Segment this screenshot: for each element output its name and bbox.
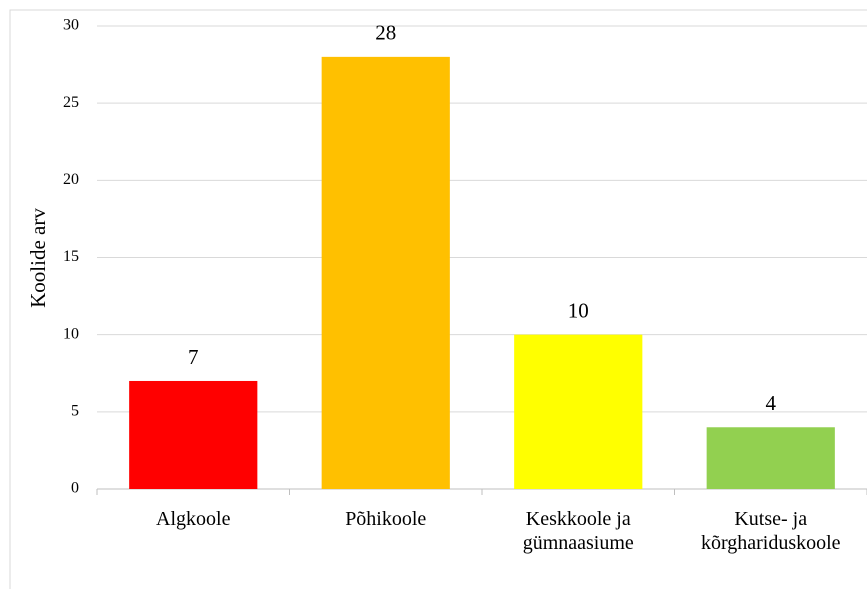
bar xyxy=(321,56,450,489)
y-tick-label: 20 xyxy=(63,171,79,188)
y-tick-label: 0 xyxy=(71,480,79,497)
x-tick-label: Keskkoole ja gümnaasiume xyxy=(522,508,634,554)
y-tick-label: 5 xyxy=(71,403,79,420)
data-label: 10 xyxy=(568,298,589,322)
data-label: 7 xyxy=(188,345,199,369)
data-label: 4 xyxy=(766,391,777,415)
data-label: 28 xyxy=(375,21,396,45)
chart-border xyxy=(9,9,867,589)
bar xyxy=(514,334,643,489)
y-tick-label: 30 xyxy=(63,17,79,34)
y-tick-label: 25 xyxy=(63,94,79,111)
y-axis-label: Koolide arv xyxy=(26,208,50,308)
bar xyxy=(706,427,835,489)
x-tick-label: Kutse- ja kõrghariduskoole xyxy=(700,508,841,554)
x-tick-label: Põhikoole xyxy=(345,508,427,530)
y-tick-label: 10 xyxy=(63,325,79,342)
y-tick-label: 15 xyxy=(63,248,79,265)
x-tick-label: Algkoole xyxy=(156,508,231,530)
bar xyxy=(129,380,258,489)
